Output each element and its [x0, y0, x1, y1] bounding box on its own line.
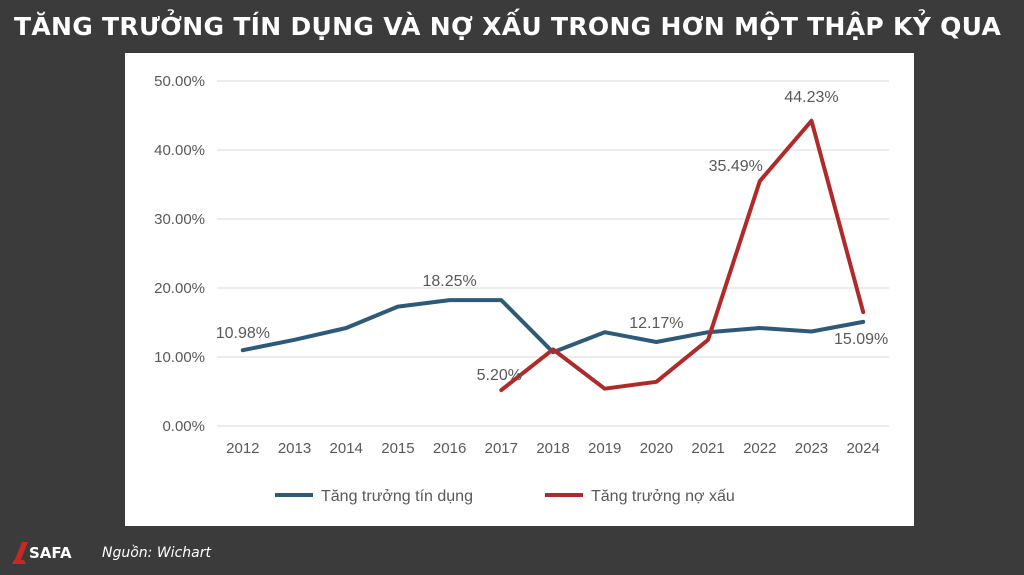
page-title: TĂNG TRƯỞNG TÍN DỤNG VÀ NỢ XẤU TRONG HƠN… [14, 12, 1002, 41]
data-label: 15.09% [834, 331, 888, 348]
data-label: 18.25% [422, 273, 476, 290]
x-tick-label: 2014 [330, 440, 363, 457]
y-tick-label: 30.00% [154, 211, 205, 228]
x-tick-label: 2024 [846, 440, 879, 457]
data-label: 35.49% [709, 158, 763, 175]
x-tick-label: 2016 [433, 440, 466, 457]
legend-label-npl: Tăng trưởng nợ xấu [591, 488, 735, 505]
x-tick-label: 2020 [640, 440, 673, 457]
y-tick-label: 0.00% [162, 418, 205, 435]
safa-logo: SAFA [12, 542, 72, 564]
y-tick-label: 50.00% [154, 73, 205, 90]
series-npl-growth-line [499, 118, 866, 393]
series-credit-growth-line [240, 298, 866, 355]
legend-label-credit: Tăng trưởng tín dụng [321, 488, 473, 505]
x-tick-label: 2012 [226, 440, 259, 457]
svg-text:SAFA: SAFA [29, 544, 72, 562]
x-tick-label: 2017 [485, 440, 518, 457]
y-tick-label: 40.00% [154, 142, 205, 159]
data-label: 10.98% [216, 325, 270, 342]
x-tick-label: 2013 [278, 440, 311, 457]
source-note: Nguồn: Wichart [102, 545, 211, 561]
line-chart: 0.00% 10.00% 20.00% 30.00% 40.00% 50.00% 2012 2… [154, 73, 889, 505]
data-label: 12.17% [629, 315, 683, 332]
x-tick-label: 2015 [381, 440, 414, 457]
chart-panel: 0.00% 10.00% 20.00% 30.00% 40.00% 50.00% 2012 2… [125, 53, 914, 526]
x-tick-label: 2019 [588, 440, 621, 457]
data-label: 5.20% [477, 367, 522, 384]
data-label: 44.23% [784, 89, 838, 106]
x-tick-label: 2021 [691, 440, 724, 457]
x-tick-label: 2018 [536, 440, 569, 457]
x-tick-label: 2023 [795, 440, 828, 457]
x-tick-label: 2022 [743, 440, 776, 457]
y-tick-label: 10.00% [154, 349, 205, 366]
y-tick-label: 20.00% [154, 280, 205, 297]
